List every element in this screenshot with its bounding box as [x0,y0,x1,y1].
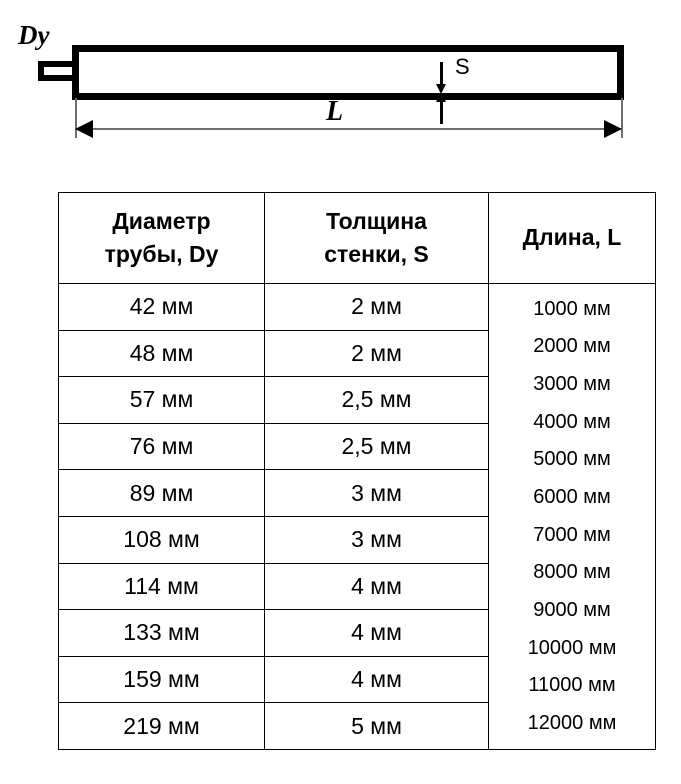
column-header-thickness: Толщина стенки, S [264,192,489,284]
thickness-arrow-up-icon [436,92,446,124]
column-header-thickness-line1: Толщина [326,207,427,234]
cell-diameter: 76 мм [58,422,265,471]
cell-thickness: 3 мм [264,515,489,564]
table-row: 108 мм 3 мм [58,515,656,564]
table-head: Диаметр трубы, Dy Толщина стенки, S Длин… [58,192,656,284]
table-row: 76 мм 2,5 мм [58,422,656,471]
length-value: 8000 мм [533,561,611,584]
cell-thickness: 5 мм [264,702,489,750]
column-header-diameter-line2: трубы, Dy [104,241,219,267]
cell-diameter: 219 мм [58,702,265,750]
dimension-arrow-left-icon [75,120,93,138]
cell-diameter: 89 мм [58,469,265,517]
length-value: 9000 мм [533,599,611,622]
table-row: 219 мм 5 мм [58,702,656,750]
length-value: 3000 мм [533,373,611,396]
cell-length-merged: 1000 мм 2000 мм 3000 мм 4000 мм 5000 мм … [488,283,656,750]
column-header-diameter: Диаметр трубы, Dy [58,192,265,284]
pipe-body-rectangle [72,45,624,100]
cell-diameter: 48 мм [58,329,265,378]
length-value: 10000 мм [527,636,617,659]
cell-thickness: 4 мм [264,562,489,611]
table-row: 48 мм 2 мм [58,329,656,378]
cell-diameter: 133 мм [58,609,265,657]
cell-thickness: 3 мм [264,469,489,517]
cell-thickness: 2,5 мм [264,376,489,424]
diameter-label-dy: Dy [18,20,50,50]
column-header-diameter-line1: Диаметр [112,207,211,234]
column-header-thickness-line2: стенки, S [324,241,429,267]
table-row: 159 мм 4 мм [58,655,656,704]
cell-diameter: 114 мм [58,562,265,611]
table-row: 57 мм 2,5 мм [58,376,656,424]
cell-diameter: 159 мм [58,655,265,704]
length-value: 11000 мм [528,674,616,697]
table-header-row: Диаметр трубы, Dy Толщина стенки, S Длин… [58,192,656,284]
cell-diameter: 42 мм [58,283,265,331]
cell-thickness: 4 мм [264,655,489,704]
cell-thickness: 4 мм [264,609,489,657]
table-row: 42 мм 2 мм 1000 мм 2000 мм 3000 мм 4000 … [58,283,656,750]
extension-line-left [75,98,77,138]
length-label-l: L [326,96,344,127]
length-value: 4000 мм [533,410,611,433]
table-row: 133 мм 4 мм [58,609,656,657]
length-dimension-line [76,128,622,130]
length-value: 6000 мм [533,486,611,509]
length-value-list: 1000 мм 2000 мм 3000 мм 4000 мм 5000 мм … [489,290,655,742]
length-value: 12000 мм [527,712,617,735]
cell-thickness: 2 мм [264,283,489,331]
column-header-length-line1: Длина, L [522,224,622,251]
table-row: 114 мм 4 мм [58,562,656,611]
dimension-arrow-right-icon [604,120,622,138]
length-value: 5000 мм [533,448,611,471]
length-value: 2000 мм [533,335,611,358]
table-body: 42 мм 2 мм 1000 мм 2000 мм 3000 мм 4000 … [58,283,656,750]
column-header-length: Длина, L [488,192,656,284]
cell-thickness: 2 мм [264,329,489,378]
table-row: 89 мм 3 мм [58,469,656,517]
pipe-spec-table: Диаметр трубы, Dy Толщина стенки, S Длин… [58,192,656,750]
cell-diameter: 108 мм [58,515,265,564]
thickness-arrow-down-icon [436,62,446,94]
length-value: 1000 мм [533,297,611,320]
thickness-label-s: S [455,54,470,79]
extension-line-right [621,98,623,138]
pipe-diagram: Dy S L [0,0,681,180]
cell-thickness: 2,5 мм [264,422,489,471]
cell-diameter: 57 мм [58,376,265,424]
length-value: 7000 мм [533,523,611,546]
